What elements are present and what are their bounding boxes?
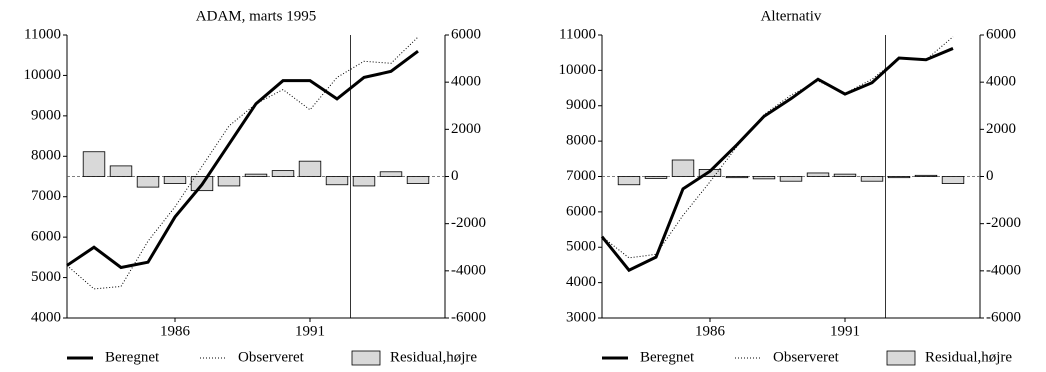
residual-bar (82, 151, 106, 177)
residual-bar (752, 176, 776, 180)
chart-title: ADAM, marts 1995 (196, 8, 316, 24)
chart: Alternativ 3000 4000 5000 6000 7000 8000 9000 10… (559, 8, 1022, 366)
legend-label: Observeret (773, 349, 840, 365)
residual-bar (671, 159, 695, 177)
legend-label: Observeret (238, 349, 305, 365)
y-tick-label: 7000 (566, 168, 596, 184)
y2-tick-label: 0 (451, 168, 459, 184)
residual-bar (163, 176, 187, 184)
y2-tick-label: 4000 (986, 74, 1016, 90)
y2-tick-label: -2000 (986, 215, 1021, 231)
residual-bar (725, 176, 749, 179)
series-line (600, 47, 954, 273)
residual-bar (379, 171, 403, 177)
legend-label: Beregnet (640, 349, 695, 365)
y2-tick-label: -2000 (451, 215, 486, 231)
residual-bar (914, 174, 938, 177)
residual-bar (833, 173, 857, 177)
y-tick-label: 11000 (559, 26, 596, 42)
legend-label: Residual,højre (390, 349, 477, 365)
x-tick-label: 1991 (830, 323, 860, 339)
y-tick-label: 10000 (24, 67, 62, 83)
x-tick-label: 1986 (160, 323, 191, 339)
y-tick-label: 3000 (566, 309, 596, 325)
x-tick-label: 1991 (295, 323, 325, 339)
residual-bar (406, 176, 430, 184)
residual-bar (109, 165, 133, 177)
y-tick-label: 7000 (31, 188, 61, 204)
residual-bar (941, 176, 965, 184)
series-line (601, 36, 954, 259)
legend-swatch (886, 350, 916, 366)
y-tick-label: 8000 (566, 133, 596, 149)
y2-tick-label: 2000 (451, 121, 481, 137)
residual-bar (860, 176, 884, 182)
y-tick-label: 9000 (31, 107, 61, 123)
residual-bar (806, 172, 830, 177)
y-tick-label: 10000 (559, 62, 597, 78)
y2-tick-label: -6000 (986, 309, 1021, 325)
chart: ADAM, marts 1995 4000 5000 6000 7000 8000 9000… (24, 8, 487, 366)
y2-tick-label: 6000 (451, 26, 481, 42)
legend-label: Residual,højre (925, 349, 1012, 365)
y-tick-label: 4000 (566, 274, 596, 290)
residual-bar (887, 176, 911, 179)
residual-bar (779, 176, 803, 182)
x-tick-label: 1986 (695, 323, 726, 339)
y-tick-label: 6000 (566, 203, 596, 219)
y-tick-label: 9000 (566, 97, 596, 113)
y2-tick-label: 4000 (451, 74, 481, 90)
y2-tick-label: -6000 (451, 309, 486, 325)
residual-bar (136, 176, 160, 188)
y2-tick-label: 2000 (986, 121, 1016, 137)
y-tick-label: 8000 (31, 148, 61, 164)
residual-bar (244, 173, 268, 177)
y-tick-label: 5000 (31, 269, 61, 285)
y-tick-label: 4000 (31, 309, 61, 325)
residual-bar (217, 176, 241, 187)
series-line (66, 36, 419, 290)
residual-bar (271, 170, 295, 177)
y2-tick-label: -4000 (451, 262, 486, 278)
residual-bar (298, 160, 322, 177)
y2-tick-label: -4000 (986, 262, 1021, 278)
residual-bar (352, 176, 376, 187)
y2-tick-label: 6000 (986, 26, 1016, 42)
y2-tick-label: 0 (986, 168, 994, 184)
residual-bar (325, 176, 349, 186)
legend-swatch (351, 350, 381, 366)
residual-bar (617, 176, 641, 186)
y-tick-label: 11000 (24, 26, 61, 42)
series-line (66, 49, 419, 270)
residual-bar (644, 176, 668, 179)
y-tick-label: 5000 (566, 239, 596, 255)
legend-label: Beregnet (105, 349, 160, 365)
chart-title: Alternativ (761, 8, 822, 24)
y-tick-label: 6000 (31, 229, 61, 245)
